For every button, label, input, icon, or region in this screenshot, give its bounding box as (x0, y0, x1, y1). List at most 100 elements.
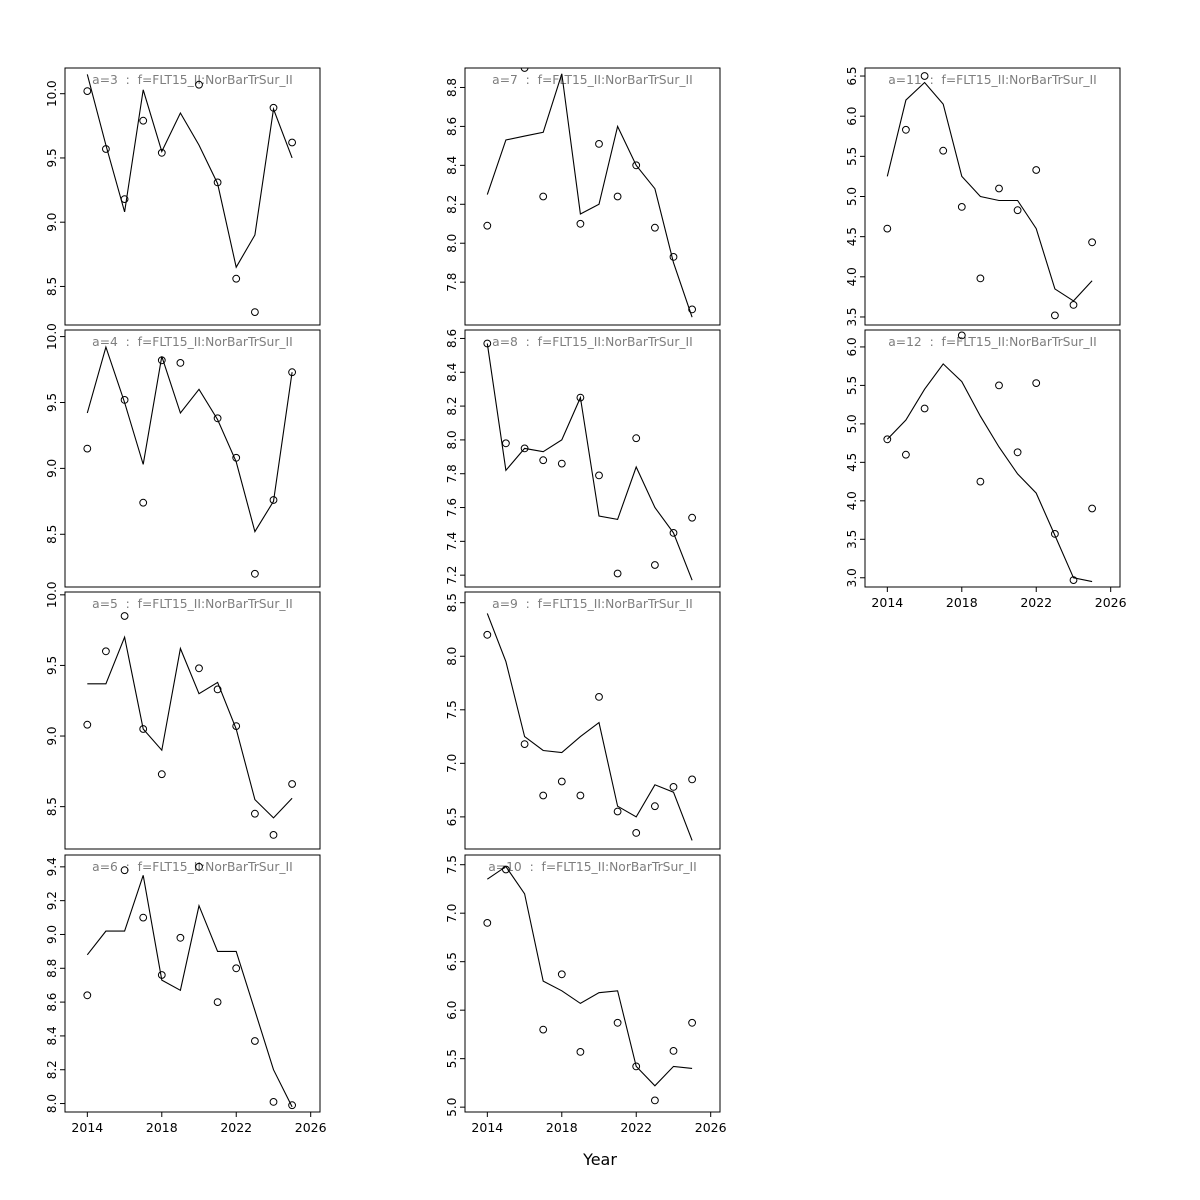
obs-point (883, 435, 892, 444)
obs-point (613, 192, 622, 201)
obs-point (195, 80, 203, 89)
obs-point (232, 722, 241, 730)
obs-point (613, 807, 622, 816)
y-tick-label: 6.0 (445, 1001, 459, 1020)
panel-a6: a=6 : f=FLT15_II:NorBarTrSur_II 8.0 8.2 8.4… (45, 854, 327, 1135)
obs-point (1013, 448, 1022, 457)
panel-title: a=10 : f=FLT15_II:NorBarTrSur_II (488, 860, 696, 874)
y-axis: 7.2 7.4 7.6 7.8 8.0 8.2 8.4 8.6 (445, 329, 465, 585)
y-tick-label: 8.2 (45, 1060, 59, 1079)
obs-point (83, 991, 92, 1000)
obs-point (613, 1018, 622, 1027)
obs-point (632, 829, 641, 837)
obs-point (651, 802, 659, 811)
fit-line (486, 343, 693, 581)
fit-line (486, 865, 693, 1087)
obs-point (539, 456, 548, 465)
y-tick-label: 8.0 (445, 647, 459, 666)
y-axis: 3.0 3.5 4.0 4.5 5.0 5.5 6.0 (845, 337, 865, 587)
y-tick-label: 7.0 (445, 754, 459, 773)
obs-point (669, 253, 678, 261)
obs-point (157, 770, 166, 779)
obs-point (957, 203, 966, 211)
obs-point (595, 140, 603, 148)
panel-data (83, 862, 297, 1110)
panel-title: a=5 : f=FLT15_II:NorBarTrSur_II (92, 597, 293, 611)
y-tick-label: 9.0 (45, 726, 59, 745)
panel-a8: a=8 : f=FLT15_II:NorBarTrSur_II 7.2 7.4 7.6… (445, 329, 721, 588)
y-tick-label: 8.6 (45, 993, 59, 1012)
y-tick-label: 4.0 (845, 491, 859, 510)
x-tick-label: 2026 (1095, 595, 1127, 610)
obs-point (957, 331, 966, 340)
obs-point (920, 404, 929, 413)
obs-point (939, 146, 948, 155)
obs-point (139, 498, 148, 507)
y-axis: 5.0 5.5 6.0 6.5 7.0 7.5 (445, 855, 465, 1117)
panel-title: a=12 : f=FLT15_II:NorBarTrSur_II (888, 335, 1096, 349)
obs-point (120, 866, 129, 875)
y-tick-label: 9.2 (45, 891, 59, 910)
panel-data (83, 74, 297, 317)
obs-point (576, 393, 585, 402)
panel-data (83, 612, 297, 839)
obs-point (232, 274, 241, 283)
x-tick-label: 2018 (546, 1120, 578, 1135)
y-tick-label: 6.5 (845, 66, 859, 85)
obs-point (557, 777, 566, 786)
y-tick-label: 9.5 (45, 148, 59, 167)
y-tick-label: 4.5 (845, 227, 859, 246)
y-tick-label: 3.5 (845, 307, 859, 326)
y-axis: 8.5 9.0 9.5 10.0 (45, 80, 65, 296)
y-tick-label: 9.0 (45, 925, 59, 944)
y-tick-label: 3.5 (845, 530, 859, 549)
y-tick-label: 6.0 (845, 337, 859, 356)
y-tick-label: 9.4 (45, 857, 59, 876)
obs-point (269, 103, 278, 112)
obs-point (1032, 166, 1041, 174)
obs-point (269, 1098, 278, 1106)
obs-point (232, 453, 241, 462)
panel-data (483, 68, 696, 318)
y-tick-label: 8.0 (445, 430, 459, 449)
y-tick-label: 10.0 (45, 80, 59, 107)
y-tick-label: 5.0 (845, 187, 859, 206)
x-tick-label: 2014 (871, 595, 903, 610)
obs-point (520, 444, 529, 453)
panel-data (883, 331, 1096, 584)
y-tick-label: 8.5 (45, 797, 59, 816)
obs-point (102, 145, 110, 153)
obs-point (632, 434, 641, 443)
obs-point (976, 274, 985, 283)
x-tick-label: 2018 (946, 595, 978, 610)
obs-point (688, 1018, 696, 1027)
panel-border (64, 854, 321, 1113)
obs-point (576, 1048, 585, 1056)
obs-point (269, 496, 278, 504)
fit-line (886, 81, 1093, 302)
obs-point (288, 780, 297, 788)
y-tick-label: 10.0 (45, 323, 59, 350)
y-tick-label: 7.8 (445, 464, 459, 483)
y-tick-label: 7.5 (445, 855, 459, 874)
y-tick-label: 6.5 (445, 807, 459, 826)
panel-a3: a=3 : f=FLT15_II:NorBarTrSur_II 8.5 9.0 9.5… (45, 67, 321, 326)
y-axis: 3.5 4.0 4.5 5.0 5.5 6.0 6.5 (845, 66, 865, 327)
y-tick-label: 5.5 (845, 147, 859, 166)
y-tick-label: 9.5 (45, 393, 59, 412)
y-tick-label: 8.0 (445, 234, 459, 253)
obs-point (157, 356, 166, 365)
obs-point (576, 219, 585, 228)
panel-data (483, 339, 696, 581)
x-tick-label: 2022 (220, 1120, 252, 1135)
y-axis: 8.5 9.0 9.5 10.0 (45, 323, 65, 544)
panel-a7: a=7 : f=FLT15_II:NorBarTrSur_II 7.8 8.0 8.2… (445, 67, 721, 326)
obs-point (651, 561, 659, 569)
obs-point (688, 513, 696, 522)
panel-title: a=8 : f=FLT15_II:NorBarTrSur_II (492, 335, 693, 349)
obs-point (251, 308, 259, 317)
fit-line (87, 635, 293, 819)
y-tick-label: 8.6 (445, 117, 459, 136)
